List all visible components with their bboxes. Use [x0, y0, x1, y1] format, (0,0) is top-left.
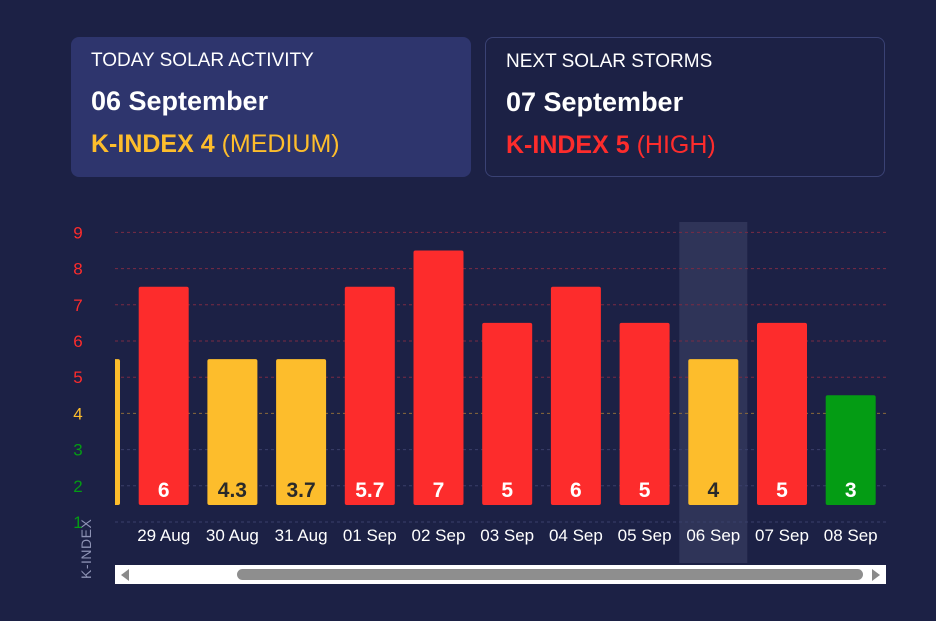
- y-tick-label: 1: [73, 513, 82, 532]
- y-tick-label: 3: [73, 441, 82, 460]
- bar-value-label: 3: [845, 479, 857, 502]
- x-tick-label: 01 Sep: [343, 526, 397, 545]
- x-tick-label: 04 Sep: [549, 526, 603, 545]
- bar: [482, 322, 533, 505]
- bar: [550, 286, 601, 505]
- y-tick-label: 6: [73, 332, 82, 351]
- today-card-date: 06 September: [91, 86, 269, 116]
- bar: [619, 322, 670, 505]
- next-kindex-level: (HIGH): [636, 131, 716, 159]
- bar: [413, 250, 464, 505]
- next-card-date: 07 September: [506, 87, 684, 117]
- bar-value-label: 5: [501, 479, 513, 502]
- bar-value-label: 7: [433, 479, 445, 502]
- today-kindex-line: K-INDEX 4 (MEDIUM): [91, 129, 451, 159]
- scrollbar-thumb[interactable]: [237, 569, 863, 580]
- x-tick-label: 02 Sep: [412, 526, 466, 545]
- next-solar-storms-card: NEXT SOLAR STORMS 07 September K-INDEX 5…: [485, 37, 885, 177]
- y-tick-label: 8: [73, 260, 82, 279]
- chart-horizontal-scrollbar[interactable]: [115, 565, 886, 584]
- y-tick-label: 2: [73, 477, 82, 496]
- bar: [276, 359, 327, 505]
- x-tick-label: 03 Sep: [480, 526, 534, 545]
- y-tick-label: 7: [73, 296, 82, 315]
- bar: [688, 359, 739, 505]
- bar: [757, 322, 807, 505]
- x-tick-label: 05 Sep: [618, 526, 672, 545]
- next-kindex-value: K-INDEX 5: [506, 131, 630, 159]
- x-tick-label: 07 Sep: [755, 526, 809, 545]
- today-kindex-value: K-INDEX 4: [91, 130, 215, 158]
- today-kindex-level: (MEDIUM): [221, 130, 340, 158]
- bar: [825, 395, 876, 505]
- bar: [138, 286, 189, 505]
- scroll-left-arrow-icon[interactable]: [121, 569, 129, 581]
- bar-value-label: 5: [639, 479, 651, 502]
- next-kindex-line: K-INDEX 5 (HIGH): [506, 130, 864, 160]
- x-tick-label: 29 Aug: [137, 526, 190, 545]
- today-card-title: TODAY SOLAR ACTIVITY: [91, 50, 314, 71]
- next-card-title: NEXT SOLAR STORMS: [506, 51, 713, 72]
- bar-value-label: 5.7: [355, 479, 384, 502]
- x-tick-label: 31 Aug: [275, 526, 328, 545]
- y-tick-label: 9: [73, 223, 82, 242]
- x-tick-label: 06 Sep: [686, 526, 740, 545]
- bar-value-label: 4.3: [218, 479, 247, 502]
- bar-value-label: 4: [707, 479, 719, 502]
- bar: [344, 286, 395, 505]
- bar-value-label: 3.7: [286, 479, 315, 502]
- x-tick-label: 30 Aug: [206, 526, 259, 545]
- y-tick-label: 4: [73, 404, 82, 423]
- y-axis-label: K-INDEX: [78, 518, 94, 579]
- bar: [115, 359, 120, 505]
- bar-value-label: 6: [158, 479, 170, 502]
- bar-value-label: 6: [570, 479, 582, 502]
- bar: [207, 359, 258, 505]
- today-solar-activity-card: TODAY SOLAR ACTIVITY 06 September K-INDE…: [71, 37, 471, 177]
- scroll-right-arrow-icon[interactable]: [872, 569, 880, 581]
- x-tick-label: 08 Sep: [824, 526, 878, 545]
- y-tick-label: 5: [73, 368, 82, 387]
- bar-value-label: 5: [776, 479, 788, 502]
